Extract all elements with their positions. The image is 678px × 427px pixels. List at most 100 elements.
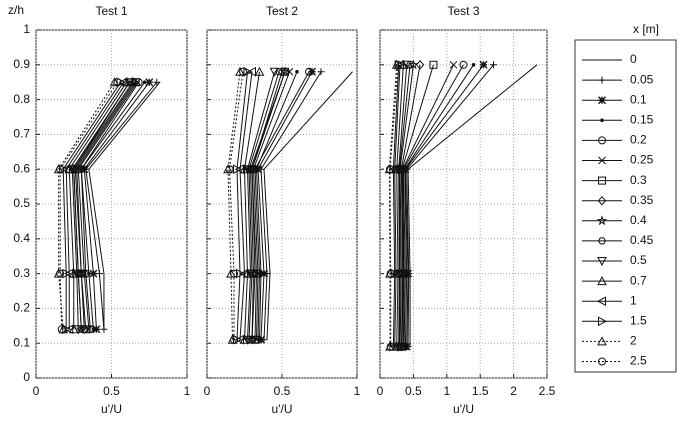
marker bbox=[225, 165, 234, 174]
y-tick-label: 0 bbox=[23, 370, 30, 384]
marker bbox=[269, 67, 280, 77]
x-tick-label: 1 bbox=[184, 384, 191, 398]
legend-label: 0.2 bbox=[630, 133, 647, 147]
x-tick-label: 0.5 bbox=[103, 384, 120, 398]
series-line bbox=[68, 81, 128, 330]
x-tick-label: 1 bbox=[354, 384, 361, 398]
series-line bbox=[246, 71, 275, 340]
marker bbox=[56, 165, 65, 174]
marker bbox=[71, 269, 82, 279]
series-line bbox=[249, 71, 286, 340]
marker bbox=[597, 237, 607, 245]
x-axis-label: u'/U bbox=[453, 402, 474, 416]
series-line bbox=[243, 71, 260, 340]
series-line bbox=[401, 64, 434, 347]
marker bbox=[408, 59, 419, 70]
marker bbox=[386, 165, 395, 174]
series-line bbox=[252, 71, 290, 340]
marker bbox=[243, 66, 253, 77]
marker bbox=[394, 60, 403, 69]
series-line bbox=[85, 81, 158, 330]
legend-label: 0.4 bbox=[630, 213, 647, 227]
series-line bbox=[394, 64, 401, 347]
marker bbox=[67, 165, 78, 175]
marker bbox=[459, 60, 468, 69]
marker bbox=[598, 316, 608, 327]
marker bbox=[295, 69, 299, 74]
marker bbox=[305, 67, 313, 76]
marker bbox=[260, 269, 268, 278]
marker bbox=[471, 63, 476, 67]
y-tick-label: 0.4 bbox=[13, 231, 30, 245]
series-line bbox=[263, 71, 353, 340]
series-line bbox=[398, 64, 411, 347]
panel-title: Test 1 bbox=[95, 4, 127, 18]
x-tick-label: 1.5 bbox=[472, 384, 489, 398]
marker bbox=[234, 334, 244, 345]
x-axis-label: u'/U bbox=[272, 402, 293, 416]
x-tick-label: 0.5 bbox=[274, 384, 291, 398]
marker bbox=[242, 335, 253, 345]
series-line bbox=[402, 64, 464, 347]
marker bbox=[490, 61, 498, 69]
x-tick-label: 2.5 bbox=[539, 384, 556, 398]
panel-title: Test 3 bbox=[447, 4, 479, 18]
marker bbox=[64, 324, 74, 335]
legend-label: 0 bbox=[630, 52, 637, 66]
legend-label: 0.15 bbox=[630, 112, 654, 126]
marker bbox=[230, 335, 238, 344]
y-tick-label: 0.6 bbox=[13, 161, 30, 175]
marker bbox=[56, 269, 65, 278]
series-line bbox=[406, 64, 494, 347]
marker bbox=[598, 96, 606, 105]
marker bbox=[239, 334, 250, 344]
y-tick-label: 0.2 bbox=[13, 301, 30, 315]
series-line bbox=[251, 71, 283, 340]
series-line bbox=[65, 81, 124, 330]
marker bbox=[109, 77, 120, 87]
series-line bbox=[254, 71, 310, 340]
marker bbox=[401, 60, 412, 70]
marker bbox=[394, 59, 404, 70]
legend-label: 2 bbox=[630, 334, 637, 348]
y-tick-label: 0.3 bbox=[13, 266, 30, 280]
marker bbox=[251, 335, 259, 344]
y-tick-label: 0.9 bbox=[13, 57, 30, 71]
marker bbox=[239, 67, 247, 76]
series-line bbox=[248, 71, 280, 340]
marker bbox=[86, 325, 95, 334]
marker bbox=[234, 164, 244, 175]
series-line bbox=[251, 71, 286, 340]
legend-label: 0.7 bbox=[630, 273, 647, 287]
marker bbox=[597, 336, 607, 346]
y-axis-label: z/h bbox=[8, 3, 24, 17]
marker bbox=[118, 77, 128, 88]
marker bbox=[429, 60, 438, 69]
series-line bbox=[388, 64, 398, 347]
legend-label: 2.5 bbox=[630, 354, 647, 368]
marker bbox=[597, 276, 607, 286]
marker bbox=[81, 325, 90, 334]
legend-label: 0.45 bbox=[630, 233, 654, 247]
series-line bbox=[58, 81, 115, 330]
y-tick-label: 0.7 bbox=[13, 127, 30, 141]
series-line bbox=[399, 64, 414, 347]
legend-label: 0.05 bbox=[630, 72, 654, 86]
y-tick-label: 1 bbox=[23, 22, 30, 36]
x-tick-label: 0 bbox=[204, 384, 211, 398]
series-line bbox=[257, 71, 313, 340]
marker bbox=[254, 66, 265, 76]
series-line bbox=[255, 71, 298, 340]
marker bbox=[226, 268, 236, 278]
marker bbox=[598, 76, 606, 84]
marker bbox=[598, 156, 606, 165]
marker bbox=[153, 78, 161, 86]
x-tick-label: 0.5 bbox=[405, 384, 422, 398]
series-line bbox=[80, 81, 140, 330]
legend-label: 1 bbox=[630, 293, 637, 307]
marker bbox=[236, 268, 246, 279]
y-tick-label: 0.1 bbox=[13, 335, 30, 349]
marker bbox=[235, 66, 245, 76]
legend-label: 0.25 bbox=[630, 153, 654, 167]
